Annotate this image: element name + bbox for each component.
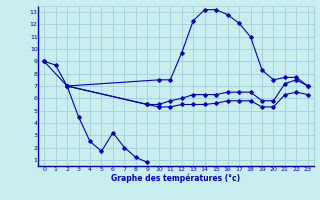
X-axis label: Graphe des températures (°c): Graphe des températures (°c)	[111, 173, 241, 183]
